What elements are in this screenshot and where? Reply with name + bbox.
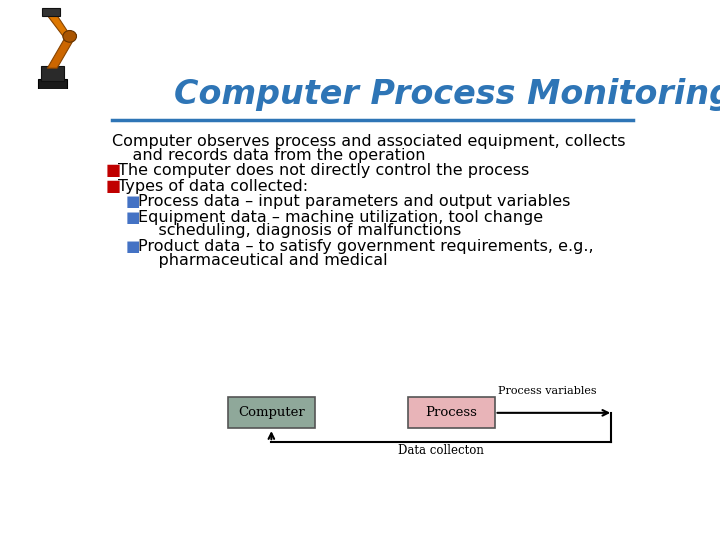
Text: Process data – input parameters and output variables: Process data – input parameters and outp…	[138, 194, 570, 209]
Text: Computer Process Monitoring: Computer Process Monitoring	[174, 78, 720, 111]
Text: ■: ■	[106, 164, 121, 178]
Polygon shape	[48, 16, 73, 40]
FancyBboxPatch shape	[40, 66, 64, 80]
FancyBboxPatch shape	[408, 397, 495, 428]
Text: Process variables: Process variables	[498, 386, 596, 396]
FancyBboxPatch shape	[42, 8, 60, 16]
Text: Equipment data – machine utilization, tool change: Equipment data – machine utilization, to…	[138, 210, 543, 225]
Text: ■: ■	[126, 210, 140, 225]
Text: ■: ■	[126, 194, 140, 209]
Text: Computer: Computer	[238, 406, 305, 420]
Text: Product data – to satisfy government requirements, e.g.,: Product data – to satisfy government req…	[138, 239, 594, 254]
Text: The computer does not directly control the process: The computer does not directly control t…	[118, 164, 529, 178]
FancyBboxPatch shape	[37, 79, 67, 89]
Polygon shape	[48, 35, 76, 68]
Text: ■: ■	[106, 179, 121, 194]
Text: and records data from the operation: and records data from the operation	[112, 148, 426, 163]
Text: Types of data collected:: Types of data collected:	[118, 179, 308, 194]
Circle shape	[63, 30, 76, 42]
Text: Data collecton: Data collecton	[398, 444, 484, 457]
Text: ■: ■	[126, 239, 140, 254]
Text: pharmaceutical and medical: pharmaceutical and medical	[138, 253, 387, 268]
Text: scheduling, diagnosis of malfunctions: scheduling, diagnosis of malfunctions	[138, 224, 462, 239]
Text: Computer observes process and associated equipment, collects: Computer observes process and associated…	[112, 134, 625, 149]
Text: Process: Process	[426, 406, 477, 420]
FancyBboxPatch shape	[228, 397, 315, 428]
